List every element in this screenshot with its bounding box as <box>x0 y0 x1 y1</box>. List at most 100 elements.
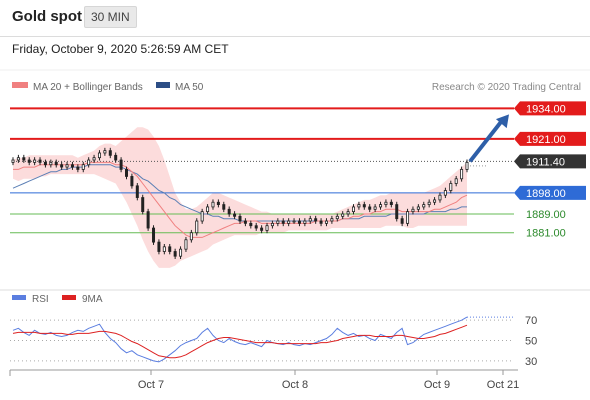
candle-body <box>308 218 312 222</box>
candle-body <box>87 159 91 166</box>
candle-body <box>270 222 274 227</box>
candle-body <box>341 213 345 217</box>
ma9-line <box>12 324 468 359</box>
candle <box>243 218 247 227</box>
candle-body <box>114 154 118 161</box>
candle-body <box>65 164 69 168</box>
candle <box>103 147 107 156</box>
candle-body <box>287 220 291 224</box>
credit-label: Research © 2020 Trading Central <box>432 82 581 93</box>
candle <box>368 204 372 213</box>
candle <box>379 201 383 210</box>
candle <box>206 204 210 215</box>
candle-body <box>281 220 285 224</box>
candle-body <box>416 206 420 210</box>
candle-body <box>303 220 307 224</box>
candle <box>384 199 388 208</box>
x-axis-labels: Oct 7 Oct 8 Oct 9 Oct 21 <box>138 370 519 391</box>
candle-body <box>433 199 437 203</box>
candle-body <box>233 213 237 217</box>
ma50-legend-swatch <box>156 82 170 88</box>
candle-body <box>319 220 323 224</box>
candle-body <box>427 201 431 205</box>
candle <box>314 215 318 224</box>
candle <box>130 173 134 189</box>
projection-layer <box>468 114 509 163</box>
candle-body <box>60 164 64 168</box>
candle-body <box>454 178 458 184</box>
candle <box>173 248 177 260</box>
candle <box>395 201 399 222</box>
tag-shape <box>514 101 586 116</box>
tag-label: 1934.00 <box>526 103 566 115</box>
candle-body <box>373 206 377 210</box>
candle-body <box>227 208 231 215</box>
candle <box>43 159 47 168</box>
candle-body <box>216 201 220 205</box>
level-lines-layer <box>10 107 514 234</box>
candle <box>260 225 264 234</box>
candle <box>465 159 469 173</box>
candle <box>422 201 426 210</box>
interval-button[interactable]: 30 MIN <box>84 6 137 28</box>
candle-body <box>314 218 318 222</box>
candle <box>460 166 464 182</box>
candle <box>270 220 274 229</box>
candle <box>287 218 291 227</box>
candle <box>357 201 361 210</box>
candle <box>238 213 242 224</box>
rsi-tick-label: 30 <box>525 356 537 368</box>
candle-body <box>195 220 199 234</box>
candle-body <box>206 206 210 213</box>
candle-body <box>368 206 372 210</box>
candle-body <box>260 227 264 231</box>
candle-body <box>103 150 107 154</box>
tag-label: 1911.40 <box>526 156 565 168</box>
candle <box>92 154 96 163</box>
candle-body <box>135 185 139 198</box>
candle <box>97 150 101 161</box>
candle <box>70 161 74 170</box>
candle-body <box>125 169 129 177</box>
candle <box>81 161 85 173</box>
candle <box>200 208 204 224</box>
candle-body <box>346 211 350 215</box>
rsi-legend-swatch <box>12 295 26 300</box>
candle-body <box>43 161 47 166</box>
candle-body <box>141 197 145 213</box>
tag-shape <box>514 154 586 169</box>
chart-header: Gold spot 30 MIN <box>0 0 590 36</box>
candle-body <box>108 150 112 156</box>
rsi-tick-label: 50 <box>525 336 537 348</box>
candle-body <box>449 183 453 191</box>
bollinger-band-layer <box>13 127 467 268</box>
candle-body <box>395 204 399 220</box>
candle <box>303 218 307 227</box>
candle <box>324 218 328 227</box>
candle-body <box>335 215 339 220</box>
candle <box>427 199 431 208</box>
tag-shape <box>514 131 586 146</box>
candle <box>351 204 355 215</box>
level-tag-1911.40: 1911.40 <box>514 154 586 169</box>
candle <box>222 201 226 213</box>
candle-body <box>438 194 442 201</box>
x-tick-label: Oct 8 <box>282 379 308 391</box>
candle-body <box>54 161 58 166</box>
candle <box>416 204 420 213</box>
tag-label: 1921.00 <box>526 134 566 146</box>
candle-body <box>119 159 123 170</box>
candle-body <box>443 190 447 196</box>
rsi-tick-label: 70 <box>525 315 537 327</box>
candle-body <box>238 215 242 222</box>
candle <box>438 192 442 203</box>
price-legend: MA 20 + Bollinger Bands MA 50 Research ©… <box>12 82 581 93</box>
rsi-line <box>12 316 468 363</box>
ma9-legend-swatch <box>62 295 76 300</box>
candle <box>411 206 415 215</box>
candle <box>119 157 123 173</box>
candle-body <box>389 201 393 205</box>
candle-body <box>297 220 301 224</box>
candle-body <box>200 211 204 222</box>
x-tick-label: Oct 7 <box>138 379 164 391</box>
